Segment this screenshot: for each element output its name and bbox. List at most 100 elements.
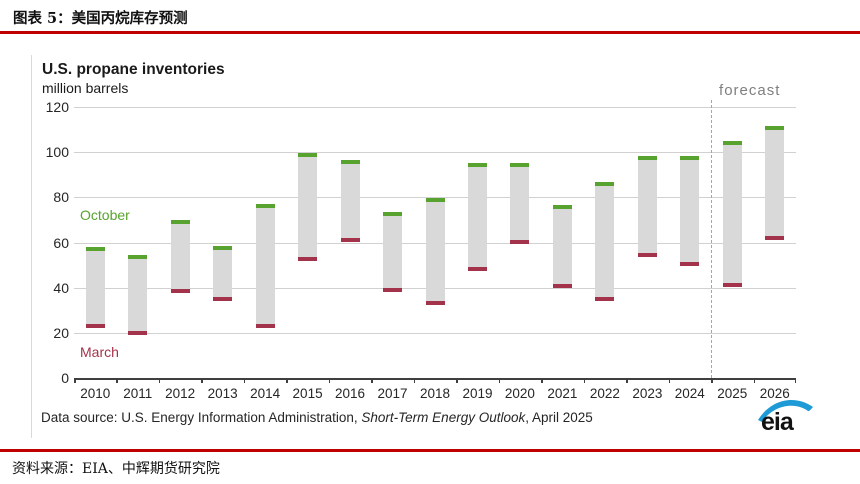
gridline-20	[74, 332, 796, 334]
bar-cap-march-2024	[680, 261, 700, 266]
gridline-100	[74, 152, 796, 154]
bar-cap-october-2014	[255, 204, 275, 209]
x-axis-line	[74, 378, 796, 380]
bar-body-2025	[722, 144, 742, 284]
bar-cap-october-2022	[595, 181, 615, 186]
bar-cap-march-2017	[383, 287, 403, 292]
bar-cap-march-2026	[765, 235, 785, 240]
x-tick-9	[456, 378, 458, 383]
series-label-october: October	[80, 207, 130, 223]
bar-cap-march-2025	[722, 283, 742, 288]
x-tick-10	[498, 378, 501, 383]
x-tick-label-2021: 2021	[547, 386, 578, 401]
x-tick-11	[541, 378, 543, 383]
x-tick-label-2013: 2013	[207, 386, 238, 401]
bar-cap-october-2011	[128, 254, 148, 259]
bar-body-2014	[255, 208, 275, 324]
bar-cap-march-2010	[85, 323, 105, 328]
x-tick-16	[753, 378, 756, 383]
series-label-march: March	[80, 344, 119, 360]
bar-body-2021	[552, 209, 572, 285]
x-tick-label-2023: 2023	[632, 386, 663, 401]
x-tick-13	[626, 378, 628, 383]
bar-cap-march-2012	[170, 288, 190, 293]
data-source-date: , April 2025	[525, 410, 593, 425]
x-tick-label-2019: 2019	[462, 386, 493, 401]
eia-swoosh-icon	[758, 400, 813, 422]
eia-logo: eia	[754, 396, 816, 438]
bar-cap-october-2020	[510, 163, 530, 168]
bar-cap-october-2017	[383, 212, 403, 216]
bar-body-2019	[467, 167, 487, 268]
y-tick-label-100: 100	[45, 144, 69, 161]
bar-body-2013	[213, 249, 233, 297]
bar-cap-october-2016	[340, 160, 360, 165]
x-tick-label-2015: 2015	[292, 386, 323, 401]
y-tick-label-0: 0	[61, 370, 69, 386]
x-tick-label-2024: 2024	[674, 386, 705, 401]
x-tick-7	[371, 378, 373, 383]
x-tick-15	[711, 378, 713, 383]
x-tick-label-2026: 2026	[759, 386, 790, 401]
bar-cap-october-2023	[637, 155, 657, 160]
y-tick-label-120: 120	[45, 99, 69, 115]
bar-body-2020	[510, 167, 530, 241]
bar-body-2017	[383, 216, 403, 288]
footer-divider-line	[0, 449, 860, 452]
bar-body-2022	[595, 185, 615, 297]
bar-cap-october-2013	[213, 245, 233, 250]
bar-cap-october-2012	[170, 219, 190, 224]
x-axis-labels: 2010 2011 2012 2013 2014 2015 2016 2017 2018 2019…	[74, 386, 796, 404]
bar-cap-march-2014	[255, 323, 275, 328]
bar-cap-march-2011	[128, 330, 148, 335]
x-tick-4	[243, 378, 246, 383]
x-tick-2	[158, 378, 161, 383]
x-tick-1	[116, 378, 118, 383]
bar-cap-march-2019	[467, 267, 487, 272]
bar-body-2026	[765, 130, 785, 236]
bar-cap-october-2025	[722, 140, 742, 145]
bar-cap-october-2021	[552, 205, 572, 210]
x-tick-5	[286, 378, 288, 383]
data-source-publication: Short-Term Energy Outlook	[361, 410, 526, 425]
x-tick-6	[328, 378, 331, 383]
bar-cap-october-2019	[467, 163, 487, 168]
bar-cap-march-2018	[425, 301, 445, 306]
x-tick-0	[74, 378, 76, 383]
y-tick-label-40: 40	[53, 279, 69, 296]
x-tick-label-2017: 2017	[377, 386, 408, 401]
bar-cap-october-2015	[298, 153, 318, 158]
bar-cap-march-2023	[637, 252, 657, 257]
x-tick-12	[583, 378, 586, 383]
bar-cap-march-2013	[213, 296, 233, 301]
plot-area: October March	[74, 107, 796, 383]
bar-cap-october-2018	[425, 198, 445, 203]
y-tick-label-80: 80	[53, 189, 69, 206]
y-tick-label-60: 60	[53, 234, 69, 251]
forecast-label: forecast	[719, 82, 781, 99]
forecast-divider-line	[711, 100, 713, 378]
bar-cap-october-2024	[680, 155, 700, 160]
x-tick-3	[201, 378, 203, 383]
data-source-note: Data source: U.S. Energy Information Adm…	[41, 410, 593, 425]
chart-title: U.S. propane inventories	[42, 61, 225, 78]
chart-panel: U.S. propane inventories million barrels…	[31, 55, 847, 438]
bar-cap-march-2022	[595, 296, 615, 301]
gridline-120	[74, 107, 796, 108]
y-tick-label-20: 20	[53, 324, 69, 341]
bar-body-2016	[340, 164, 360, 238]
bar-body-2011	[128, 258, 148, 331]
bar-cap-march-2016	[340, 237, 360, 242]
bar-cap-october-2026	[765, 126, 785, 131]
source-attribution: 资料来源：EIA、中辉期货研究院	[12, 461, 220, 477]
bar-body-2024	[680, 159, 700, 262]
x-tick-17	[794, 378, 796, 383]
chart-unit-label: million barrels	[42, 80, 129, 96]
x-tick-label-2010: 2010	[80, 386, 111, 401]
data-source-text: Data source: U.S. Energy Information Adm…	[41, 410, 362, 425]
bar-body-2010	[85, 251, 105, 324]
x-tick-label-2016: 2016	[335, 386, 366, 401]
gridline-80	[74, 197, 796, 199]
header-divider-line	[0, 31, 860, 34]
y-axis: 0 20 40 60 80 100 120	[32, 100, 69, 385]
